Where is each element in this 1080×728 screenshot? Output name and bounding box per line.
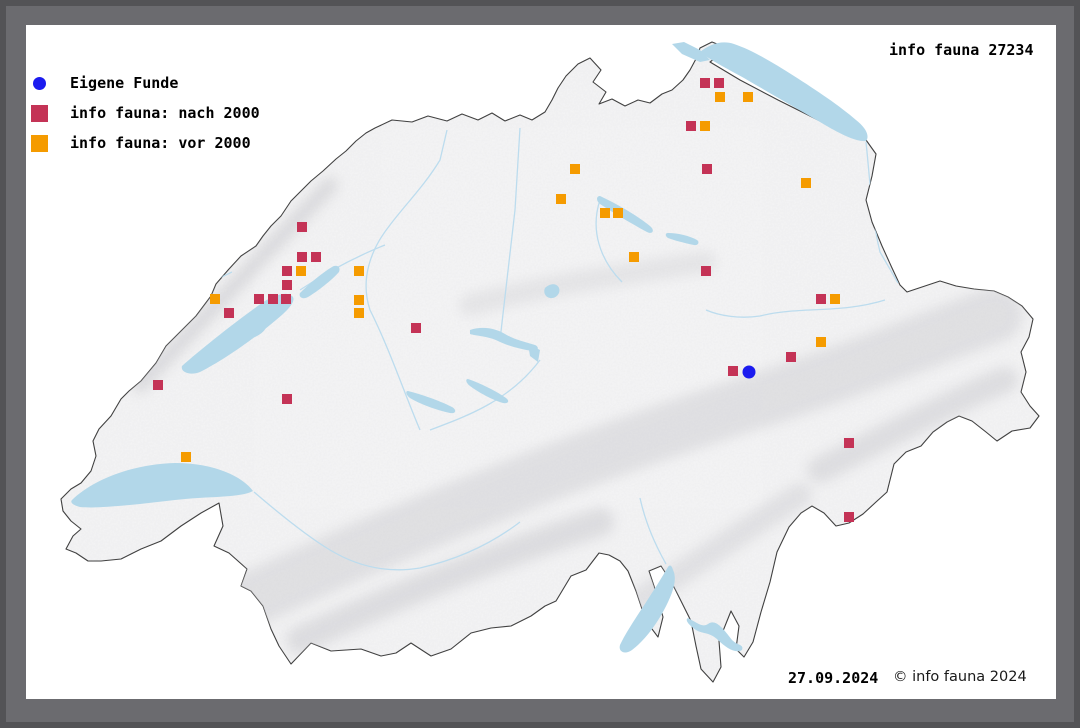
lake-untersee	[672, 42, 710, 62]
marker-nach-2000[interactable]	[411, 323, 421, 333]
marker-nach-2000[interactable]	[281, 294, 291, 304]
nach-2000-square-icon	[31, 104, 48, 122]
legend-label-nach-2000: info fauna: nach 2000	[70, 104, 260, 122]
footer-date: 27.09.2024	[788, 669, 879, 687]
legend-item-nach-2000: info fauna: nach 2000	[31, 98, 260, 128]
marker-nach-2000[interactable]	[714, 78, 724, 88]
lake-walensee	[665, 233, 699, 246]
marker-nach-2000[interactable]	[702, 164, 712, 174]
marker-nach-2000[interactable]	[311, 252, 321, 262]
vor-2000-square-icon	[31, 134, 48, 152]
marker-nach-2000[interactable]	[728, 366, 738, 376]
marker-nach-2000[interactable]	[268, 294, 278, 304]
marker-nach-2000[interactable]	[844, 512, 854, 522]
switzerland-map	[60, 41, 1040, 683]
lake-neuchatel	[181, 293, 294, 374]
marker-vor-2000[interactable]	[556, 194, 566, 204]
marker-vor-2000[interactable]	[181, 452, 191, 462]
legend-item-eigene-funde: Eigene Funde	[31, 68, 260, 98]
marker-vor-2000[interactable]	[700, 121, 710, 131]
map-title: info fauna 27234	[889, 41, 1034, 59]
lake-biel	[299, 265, 340, 299]
lakes	[71, 42, 868, 653]
lake-zug	[544, 284, 560, 299]
marker-nach-2000[interactable]	[844, 438, 854, 448]
marker-nach-2000[interactable]	[224, 308, 234, 318]
marker-nach-2000[interactable]	[297, 252, 307, 262]
marker-layer	[153, 78, 854, 522]
map-canvas	[26, 25, 1056, 699]
marker-nach-2000[interactable]	[282, 266, 292, 276]
lake-lucerne	[470, 327, 540, 362]
rivers	[149, 127, 899, 571]
marker-nach-2000[interactable]	[816, 294, 826, 304]
marker-nach-2000[interactable]	[282, 280, 292, 290]
marker-vor-2000[interactable]	[743, 92, 753, 102]
marker-nach-2000[interactable]	[254, 294, 264, 304]
marker-vor-2000[interactable]	[613, 208, 623, 218]
lake-thun	[406, 391, 456, 414]
legend-item-vor-2000: info fauna: vor 2000	[31, 128, 260, 158]
marker-nach-2000[interactable]	[153, 380, 163, 390]
eigene-funde-dot-icon	[33, 76, 46, 90]
marker-eigene-funde[interactable]	[742, 365, 756, 379]
footer-copyright: © info fauna 2024	[893, 669, 1027, 685]
marker-nach-2000[interactable]	[700, 78, 710, 88]
marker-nach-2000[interactable]	[282, 394, 292, 404]
legend: Eigene Funde info fauna: nach 2000 info …	[31, 68, 260, 158]
lake-brienz	[466, 379, 509, 404]
marker-vor-2000[interactable]	[354, 295, 364, 305]
marker-vor-2000[interactable]	[801, 178, 811, 188]
marker-nach-2000[interactable]	[786, 352, 796, 362]
legend-label-eigene-funde: Eigene Funde	[70, 74, 179, 92]
lake-morat	[247, 322, 267, 338]
marker-vor-2000[interactable]	[816, 337, 826, 347]
marker-nach-2000[interactable]	[701, 266, 711, 276]
marker-vor-2000[interactable]	[570, 164, 580, 174]
marker-vor-2000[interactable]	[715, 92, 725, 102]
marker-vor-2000[interactable]	[296, 266, 306, 276]
marker-vor-2000[interactable]	[210, 294, 220, 304]
legend-label-vor-2000: info fauna: vor 2000	[70, 134, 251, 152]
lake-zurich	[597, 196, 653, 233]
marker-nach-2000[interactable]	[686, 121, 696, 131]
lake-geneva	[71, 463, 253, 508]
marker-vor-2000[interactable]	[354, 308, 364, 318]
lake-constance	[700, 42, 868, 142]
marker-vor-2000[interactable]	[830, 294, 840, 304]
marker-vor-2000[interactable]	[629, 252, 639, 262]
lake-lugano	[686, 618, 743, 652]
lake-maggiore	[619, 565, 675, 653]
marker-vor-2000[interactable]	[600, 208, 610, 218]
marker-nach-2000[interactable]	[297, 222, 307, 232]
marker-vor-2000[interactable]	[354, 266, 364, 276]
